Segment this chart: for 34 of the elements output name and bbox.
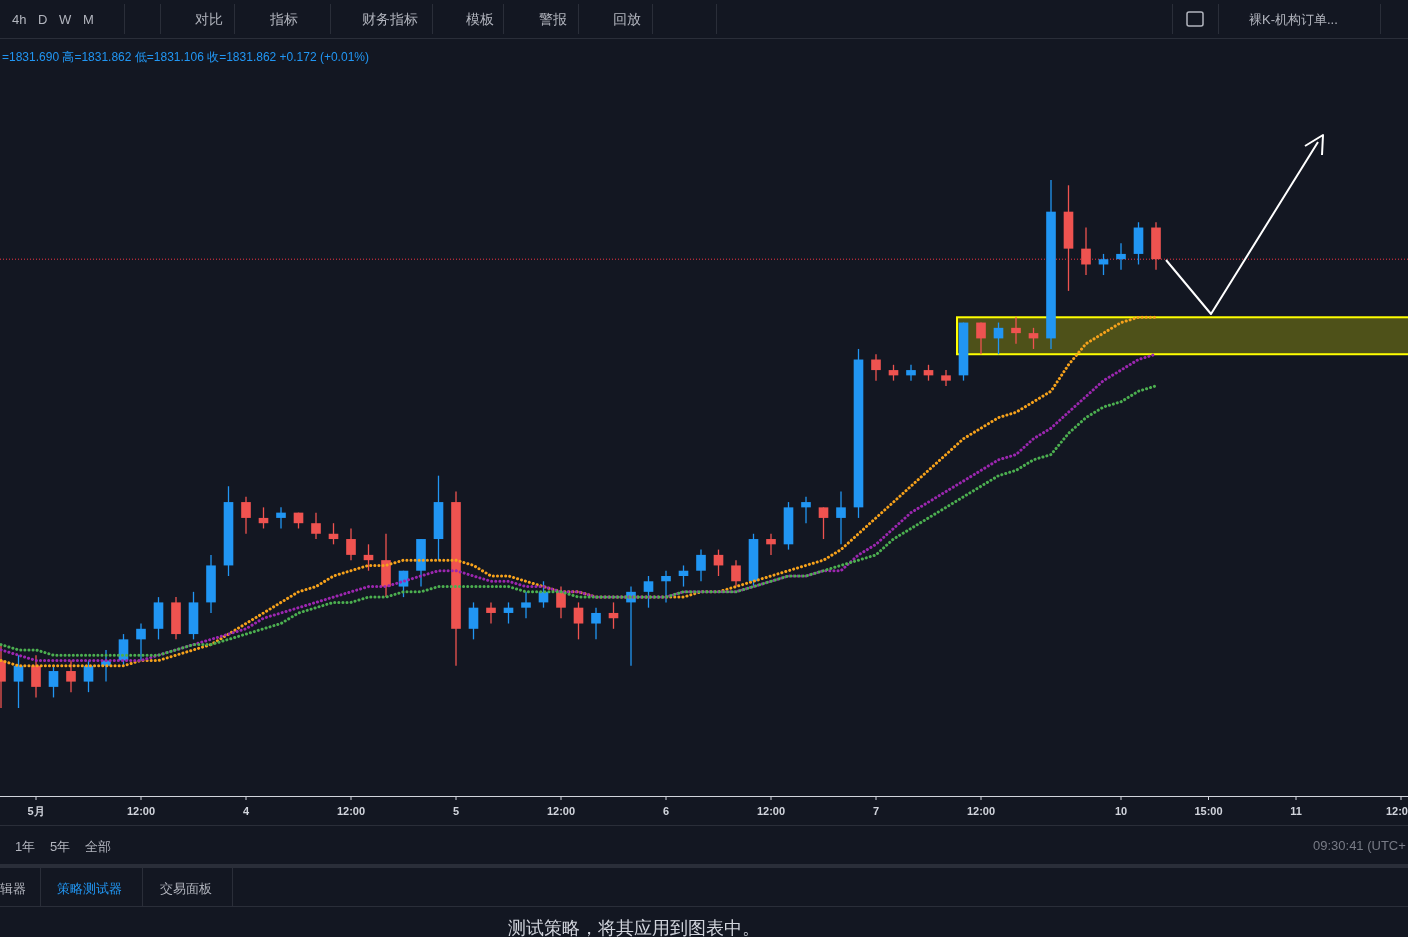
x-tick-label: 6 [662,805,670,817]
text: 1年 [15,839,36,854]
x-tick-label: 7 [872,805,880,817]
text: 对比 [195,11,223,27]
x-tick-label: 12:00 [966,805,996,817]
text: D [38,12,48,27]
text: M [83,12,94,27]
x-tick-label: 5月 [27,805,45,817]
text: 全部 [85,839,111,854]
x-tick-label: 5 [452,805,460,817]
text: W [59,12,72,27]
text: 警报 [539,11,567,27]
text: 09:30:41 (UTC+ [1313,838,1406,853]
text: 指标 [269,11,298,27]
x-tick-label: 12:00 [126,805,156,817]
x-tick-label: 15:00 [1194,805,1223,817]
x-tick-label: 11 [1290,805,1302,817]
text: =1831.690 高=1831.862 低=1831.106 收=1831.862 +0.172 (+0.01%) [2,50,369,64]
x-tick-label: 10 [1114,805,1128,817]
text: 辑器 [0,881,26,896]
text: 4h [12,12,27,27]
text: 交易面板 [160,881,212,896]
text: 模板 [466,11,494,27]
text: 财务指标 [362,11,418,27]
x-tick-label: 12:00 [756,805,786,817]
text: 回放 [613,11,641,27]
text: 测试策略，将其应用到图表中。 [508,918,760,937]
text: 策略测试器 [57,881,122,896]
x-tick-label: 4 [242,805,250,817]
text: 5年 [50,839,71,854]
text: 裸K-机构订单... [1249,12,1338,27]
x-tick-label: 12:00 [336,805,366,817]
x-tick-label: 12:00 [546,805,576,817]
x-tick-label: 12:0 [1385,805,1408,817]
